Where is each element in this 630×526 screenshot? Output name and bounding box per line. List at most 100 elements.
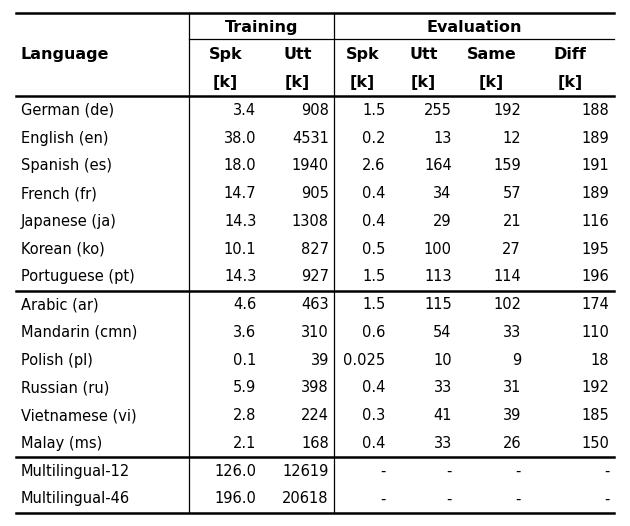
Text: Russian (ru): Russian (ru) <box>21 380 109 396</box>
Text: 398: 398 <box>301 380 329 396</box>
Text: 5.9: 5.9 <box>233 380 256 396</box>
Text: 164: 164 <box>424 158 452 174</box>
Text: Portuguese (pt): Portuguese (pt) <box>21 269 135 285</box>
Text: 41: 41 <box>433 408 452 423</box>
Text: 191: 191 <box>581 158 609 174</box>
Text: -: - <box>446 491 452 507</box>
Text: Japanese (ja): Japanese (ja) <box>21 214 117 229</box>
Text: -: - <box>604 491 609 507</box>
Text: Language: Language <box>21 47 109 62</box>
Text: 0.5: 0.5 <box>362 241 386 257</box>
Text: English (en): English (en) <box>21 130 108 146</box>
Text: 224: 224 <box>301 408 329 423</box>
Text: 195: 195 <box>581 241 609 257</box>
Text: 2.1: 2.1 <box>233 436 256 451</box>
Text: -: - <box>604 464 609 479</box>
Text: German (de): German (de) <box>21 103 114 118</box>
Text: 150: 150 <box>581 436 609 451</box>
Text: 0.4: 0.4 <box>362 380 386 396</box>
Text: Multilingual-12: Multilingual-12 <box>21 464 130 479</box>
Text: 908: 908 <box>301 103 329 118</box>
Text: 196: 196 <box>581 269 609 285</box>
Text: [k]: [k] <box>212 75 238 90</box>
Text: Evaluation: Evaluation <box>427 19 522 35</box>
Text: 102: 102 <box>493 297 521 312</box>
Text: 0.4: 0.4 <box>362 436 386 451</box>
Text: [k]: [k] <box>350 75 375 90</box>
Text: 116: 116 <box>581 214 609 229</box>
Text: 115: 115 <box>424 297 452 312</box>
Text: 185: 185 <box>581 408 609 423</box>
Text: 2.8: 2.8 <box>233 408 256 423</box>
Text: 21: 21 <box>502 214 521 229</box>
Text: 10: 10 <box>433 352 452 368</box>
Text: 33: 33 <box>433 436 452 451</box>
Text: 31: 31 <box>503 380 521 396</box>
Text: 126.0: 126.0 <box>214 464 256 479</box>
Text: 10.1: 10.1 <box>224 241 256 257</box>
Text: -: - <box>446 464 452 479</box>
Text: 33: 33 <box>503 325 521 340</box>
Text: Spanish (es): Spanish (es) <box>21 158 112 174</box>
Text: 196.0: 196.0 <box>215 491 256 507</box>
Text: 0.1: 0.1 <box>233 352 256 368</box>
Text: 18.0: 18.0 <box>224 158 256 174</box>
Text: 12: 12 <box>502 130 521 146</box>
Text: 100: 100 <box>424 241 452 257</box>
Text: Korean (ko): Korean (ko) <box>21 241 105 257</box>
Text: 168: 168 <box>301 436 329 451</box>
Text: 0.3: 0.3 <box>362 408 386 423</box>
Text: 54: 54 <box>433 325 452 340</box>
Text: Utt: Utt <box>284 47 312 62</box>
Text: 26: 26 <box>502 436 521 451</box>
Text: 57: 57 <box>502 186 521 201</box>
Text: 114: 114 <box>493 269 521 285</box>
Text: 39: 39 <box>503 408 521 423</box>
Text: 3.4: 3.4 <box>233 103 256 118</box>
Text: French (fr): French (fr) <box>21 186 96 201</box>
Text: Malay (ms): Malay (ms) <box>21 436 102 451</box>
Text: 1940: 1940 <box>292 158 329 174</box>
Text: [k]: [k] <box>479 75 504 90</box>
Text: Diff: Diff <box>554 47 587 62</box>
Text: 905: 905 <box>301 186 329 201</box>
Text: 189: 189 <box>581 130 609 146</box>
Text: 1.5: 1.5 <box>362 269 386 285</box>
Text: 2.6: 2.6 <box>362 158 386 174</box>
Text: 9: 9 <box>512 352 521 368</box>
Text: 0.4: 0.4 <box>362 214 386 229</box>
Text: Spk: Spk <box>345 47 379 62</box>
Text: 827: 827 <box>301 241 329 257</box>
Text: 12619: 12619 <box>282 464 329 479</box>
Text: 463: 463 <box>301 297 329 312</box>
Text: 27: 27 <box>502 241 521 257</box>
Text: 255: 255 <box>424 103 452 118</box>
Text: 0.2: 0.2 <box>362 130 386 146</box>
Text: [k]: [k] <box>411 75 437 90</box>
Text: 13: 13 <box>433 130 452 146</box>
Text: 0.4: 0.4 <box>362 186 386 201</box>
Text: [k]: [k] <box>285 75 311 90</box>
Text: 189: 189 <box>581 186 609 201</box>
Text: Mandarin (cmn): Mandarin (cmn) <box>21 325 137 340</box>
Text: 192: 192 <box>581 380 609 396</box>
Text: 14.7: 14.7 <box>224 186 256 201</box>
Text: 14.3: 14.3 <box>224 269 256 285</box>
Text: 18: 18 <box>591 352 609 368</box>
Text: 1.5: 1.5 <box>362 103 386 118</box>
Text: 14.3: 14.3 <box>224 214 256 229</box>
Text: 1.5: 1.5 <box>362 297 386 312</box>
Text: Vietnamese (vi): Vietnamese (vi) <box>21 408 137 423</box>
Text: 192: 192 <box>493 103 521 118</box>
Text: 33: 33 <box>433 380 452 396</box>
Text: -: - <box>515 464 521 479</box>
Text: 110: 110 <box>581 325 609 340</box>
Text: 3.6: 3.6 <box>233 325 256 340</box>
Text: 159: 159 <box>493 158 521 174</box>
Text: 38.0: 38.0 <box>224 130 256 146</box>
Text: [k]: [k] <box>558 75 583 90</box>
Text: Arabic (ar): Arabic (ar) <box>21 297 98 312</box>
Text: 0.025: 0.025 <box>343 352 386 368</box>
Text: 0.6: 0.6 <box>362 325 386 340</box>
Text: Same: Same <box>467 47 516 62</box>
